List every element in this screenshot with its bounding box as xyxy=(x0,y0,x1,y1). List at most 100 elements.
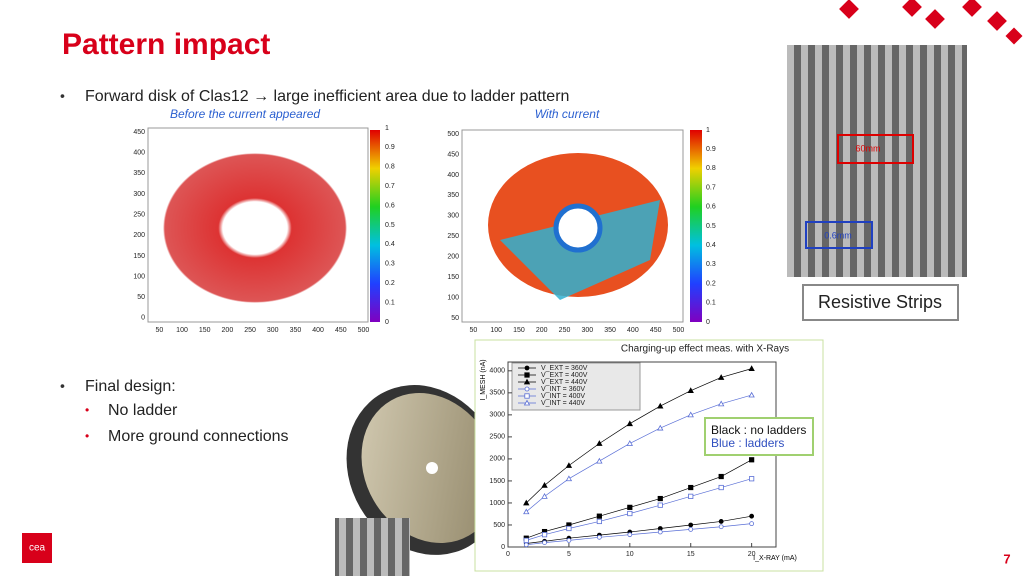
colorbar-tick: 0.2 xyxy=(706,280,716,287)
colorbar xyxy=(370,130,380,322)
map-y-tick: 500 xyxy=(447,131,459,138)
map-x-tick: 300 xyxy=(581,327,593,334)
y-tick-label: 4000 xyxy=(489,368,505,375)
point xyxy=(523,542,529,548)
y-tick-label: 2500 xyxy=(489,434,505,441)
x-tick-label: 5 xyxy=(567,551,571,558)
map-y-tick: 150 xyxy=(133,253,145,260)
strips-caption: Resistive Strips xyxy=(818,292,942,312)
map-x-tick: 450 xyxy=(335,327,347,334)
map-title: Before the current appeared xyxy=(170,107,320,121)
caption-box xyxy=(802,284,959,321)
map-hole xyxy=(553,203,603,253)
map-x-tick: 250 xyxy=(244,327,256,334)
point xyxy=(657,424,664,431)
point xyxy=(687,387,694,394)
legend-label: V_EXT = 360V xyxy=(541,365,588,372)
legend-label: V_INT = 400V xyxy=(541,393,585,400)
point xyxy=(596,518,602,525)
point xyxy=(523,537,529,543)
point xyxy=(626,440,633,446)
legend xyxy=(511,362,641,411)
point xyxy=(657,402,664,409)
point xyxy=(688,484,694,491)
point xyxy=(657,495,663,502)
point xyxy=(718,524,724,530)
map-y-tick: 400 xyxy=(133,150,145,157)
map-y-tick: 100 xyxy=(447,294,459,301)
point xyxy=(627,510,633,517)
point xyxy=(688,526,694,532)
colorbar-tick: 1 xyxy=(706,127,710,134)
annotation: Blue : ladders xyxy=(711,436,784,450)
legend-label: V_EXT = 400V xyxy=(541,372,588,379)
pitch-label: 60mm xyxy=(855,143,880,153)
sub-bullet-dot: • xyxy=(85,429,89,443)
point xyxy=(657,502,663,508)
map-y-tick: 350 xyxy=(447,192,459,199)
point xyxy=(524,372,530,378)
map-x-tick: 250 xyxy=(559,327,571,334)
map-y-tick: 300 xyxy=(133,191,145,198)
map-x-tick: 400 xyxy=(627,327,639,334)
colorbar-tick: 0.6 xyxy=(385,202,395,209)
point xyxy=(524,393,530,399)
map-x-tick: 200 xyxy=(222,327,234,334)
point xyxy=(566,525,572,532)
map-title: With current xyxy=(535,107,600,121)
map-y-tick: 350 xyxy=(133,170,145,177)
map-y-tick: 400 xyxy=(447,172,459,179)
colorbar-tick: 0.4 xyxy=(385,241,395,248)
map-y-tick: 450 xyxy=(133,129,145,136)
map-x-tick: 200 xyxy=(536,327,548,334)
map-x-tick: 450 xyxy=(650,327,662,334)
point xyxy=(541,532,548,538)
final-items: • No ladder • More ground connections xyxy=(85,402,289,445)
point xyxy=(626,420,633,427)
map-y-tick: 150 xyxy=(447,274,459,281)
bullet-text: Forward disk of Clas12 → large inefficie… xyxy=(85,88,569,105)
map-y-tick: 300 xyxy=(447,213,459,220)
point xyxy=(749,513,755,519)
colorbar-tick: 0.7 xyxy=(385,183,395,190)
map-x-tick: 300 xyxy=(267,327,279,334)
colorbar-tick: 0.1 xyxy=(706,300,716,307)
colorbar-tick: 0.8 xyxy=(706,165,716,172)
colorbar-tick: 0.2 xyxy=(385,280,395,287)
point xyxy=(748,391,755,398)
final-text: Final design: xyxy=(85,378,176,395)
point xyxy=(542,540,547,545)
point xyxy=(541,493,548,499)
point xyxy=(523,399,531,406)
y-tick-label: 3500 xyxy=(489,390,505,397)
point xyxy=(541,482,548,488)
map-x-tick: 350 xyxy=(290,327,302,334)
point xyxy=(657,529,663,535)
colorbar-tick: 0.9 xyxy=(385,144,395,151)
point xyxy=(718,484,724,491)
colorbar-tick: 0.8 xyxy=(385,164,395,171)
pitch-box xyxy=(837,134,914,164)
x-tick-label: 15 xyxy=(687,551,695,558)
map-x-tick: 100 xyxy=(176,327,188,334)
strips-image xyxy=(787,45,967,277)
colorbar-tick: 0 xyxy=(706,319,710,326)
point xyxy=(749,457,755,463)
legend-label: V_INT = 440V xyxy=(541,400,585,407)
y-tick-label: 2000 xyxy=(489,456,505,463)
colorbar xyxy=(690,130,702,322)
point xyxy=(718,473,724,480)
x-tick-label: 10 xyxy=(626,551,634,558)
point xyxy=(566,537,572,543)
page-number: 7 xyxy=(1003,551,1010,566)
colorbar-tick: 0.4 xyxy=(706,242,716,249)
map-x-tick: 50 xyxy=(155,327,163,334)
logo-text: cea xyxy=(29,543,46,554)
colorbar-tick: 0 xyxy=(385,319,389,326)
point xyxy=(596,513,602,519)
bullet-dot: • xyxy=(60,378,65,394)
chart-title: Charging-up effect meas. with X-Rays xyxy=(621,344,789,355)
legend-label: V_INT = 360V xyxy=(541,386,585,393)
map-x-tick: 400 xyxy=(312,327,324,334)
